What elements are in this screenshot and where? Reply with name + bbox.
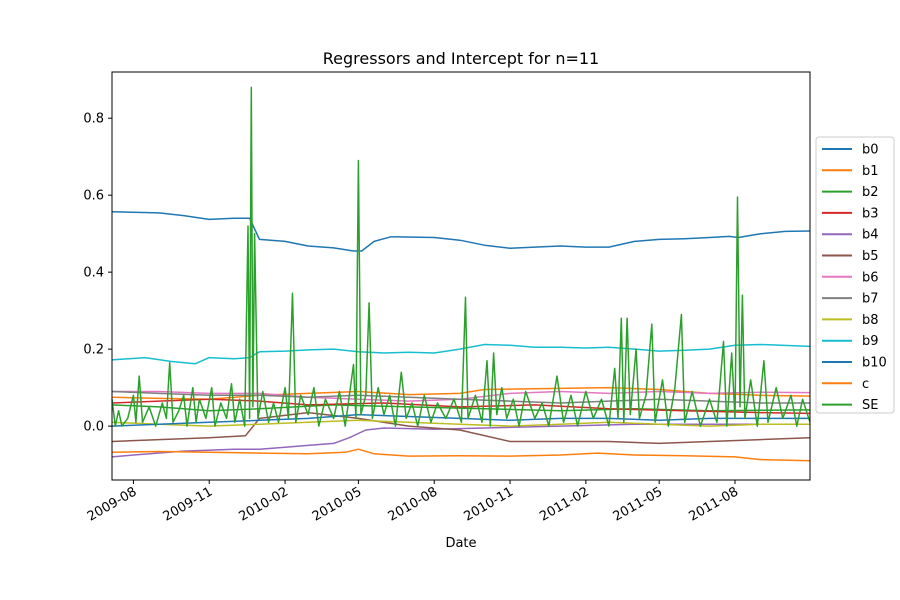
y-tick-label: 0.8 <box>83 112 104 127</box>
y-tick-label: 0.4 <box>83 266 104 281</box>
series-line-b8 <box>111 419 810 427</box>
y-axis: 0.0 0.2 0.4 0.6 0.8 <box>83 112 112 435</box>
legend-label-b5: b5 <box>862 249 879 264</box>
legend: b0 b1 b2 b3 b4 b5 b6 b7 b8 b9 b10 c SE <box>815 136 895 414</box>
series-line-b5 <box>111 411 811 445</box>
legend-label-b8: b8 <box>862 313 879 328</box>
series-line-b4 <box>111 423 810 458</box>
x-axis-label: Date <box>445 536 476 551</box>
legend-label-b0: b0 <box>862 143 879 158</box>
series-line-c <box>111 448 811 462</box>
legend-label-c: c <box>862 377 869 392</box>
y-tick-label: 0.0 <box>83 420 104 435</box>
plot-frame <box>111 71 811 481</box>
legend-label-b9: b9 <box>862 334 879 349</box>
legend-label-b10: b10 <box>862 356 887 371</box>
y-tick-label: 0.2 <box>83 343 104 358</box>
legend-label-b3: b3 <box>862 206 879 221</box>
series-line-b9 <box>111 343 811 365</box>
series-line-b0 <box>111 210 811 252</box>
y-tick-label: 0.6 <box>83 189 104 204</box>
legend-label-b6: b6 <box>862 270 879 285</box>
legend-box <box>815 136 895 414</box>
chart-title: Regressors and Intercept for n=11 <box>323 49 599 68</box>
series-line-se <box>111 86 811 427</box>
legend-label-b1: b1 <box>862 164 879 179</box>
legend-label-b2: b2 <box>862 185 879 200</box>
legend-label-b7: b7 <box>862 292 879 307</box>
series-layer <box>111 86 811 462</box>
legend-label-se: SE <box>862 398 878 413</box>
legend-label-b4: b4 <box>862 228 879 243</box>
series-line-b7 <box>111 390 810 404</box>
